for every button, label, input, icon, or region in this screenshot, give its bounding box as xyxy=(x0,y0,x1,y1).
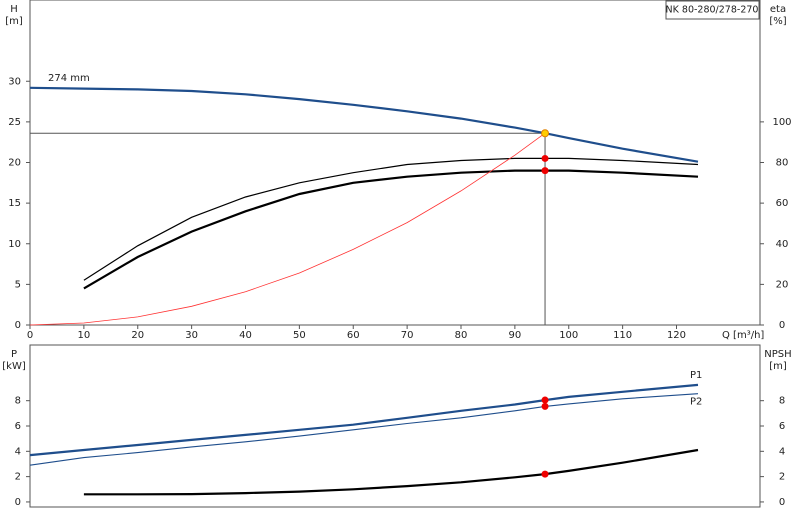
y2-tick-label: 80 xyxy=(776,158,789,169)
x-tick-label: 50 xyxy=(293,330,306,341)
duty-point xyxy=(541,402,549,410)
y-tick-label: 2 xyxy=(15,472,21,483)
duty-point xyxy=(541,396,549,404)
curve xyxy=(83,157,699,281)
y-axis-unit: [m] xyxy=(5,16,23,27)
y2-tick-label: 40 xyxy=(776,239,789,250)
duty-point xyxy=(541,154,549,162)
y2-tick-label: 0 xyxy=(779,497,785,508)
y2-tick-label: 0 xyxy=(779,320,785,331)
x-tick-label: 90 xyxy=(509,330,522,341)
x-tick-label: 60 xyxy=(347,330,360,341)
x-tick-label: 30 xyxy=(185,330,198,341)
y-tick-label: 0 xyxy=(15,320,21,331)
y-tick-label: 15 xyxy=(8,198,21,209)
y-tick-label: 4 xyxy=(15,446,21,457)
y-tick-label: 6 xyxy=(15,421,21,432)
curve-label: P2 xyxy=(690,397,702,408)
title-box xyxy=(665,0,760,20)
y2-tick-label: 8 xyxy=(779,396,785,407)
x-axis-label: Q [m³/h] xyxy=(722,330,764,341)
y2-tick-label: 60 xyxy=(776,198,789,209)
curve xyxy=(29,383,699,457)
y-axis-label: P xyxy=(11,349,17,360)
curve xyxy=(83,448,699,496)
y-tick-label: 25 xyxy=(8,117,21,128)
duty-point xyxy=(541,167,549,175)
curve xyxy=(29,86,699,163)
y-axis-unit: [kW] xyxy=(2,361,26,372)
x-tick-label: 40 xyxy=(239,330,252,341)
plot-frame xyxy=(29,344,761,508)
x-tick-label: 110 xyxy=(613,330,632,341)
y-axis-label: H xyxy=(10,4,18,15)
y2-axis-unit: [%] xyxy=(769,16,786,27)
curve xyxy=(29,393,699,466)
y2-tick-label: 6 xyxy=(779,421,785,432)
y-tick-label: 20 xyxy=(8,158,21,169)
y-tick-label: 30 xyxy=(8,76,21,87)
x-tick-label: 10 xyxy=(78,330,91,341)
y-tick-label: 8 xyxy=(15,396,21,407)
y2-axis-label: NPSH xyxy=(764,349,791,360)
y-tick-label: 5 xyxy=(15,279,21,290)
y2-tick-label: 4 xyxy=(779,446,785,457)
x-tick-label: 20 xyxy=(131,330,144,341)
duty-point xyxy=(541,129,550,138)
x-tick-label: 70 xyxy=(401,330,414,341)
y-tick-label: 10 xyxy=(8,239,21,250)
duty-point xyxy=(541,470,549,478)
annotation: 274 mm xyxy=(48,73,90,84)
y2-axis-unit: [m] xyxy=(769,361,787,372)
y2-tick-label: 2 xyxy=(779,472,785,483)
y2-tick-label: 20 xyxy=(776,279,789,290)
x-tick-label: 80 xyxy=(455,330,468,341)
x-tick-label: 120 xyxy=(667,330,686,341)
x-tick-label: 100 xyxy=(559,330,578,341)
curve xyxy=(29,132,546,326)
y-tick-label: 0 xyxy=(15,497,21,508)
curve-label: P1 xyxy=(690,370,702,381)
x-tick-label: 0 xyxy=(27,330,33,341)
chart-title: NK 80-280/278-270 xyxy=(666,5,759,16)
y2-axis-label: eta xyxy=(770,4,786,15)
curve xyxy=(83,169,699,290)
y2-tick-label: 100 xyxy=(772,117,791,128)
